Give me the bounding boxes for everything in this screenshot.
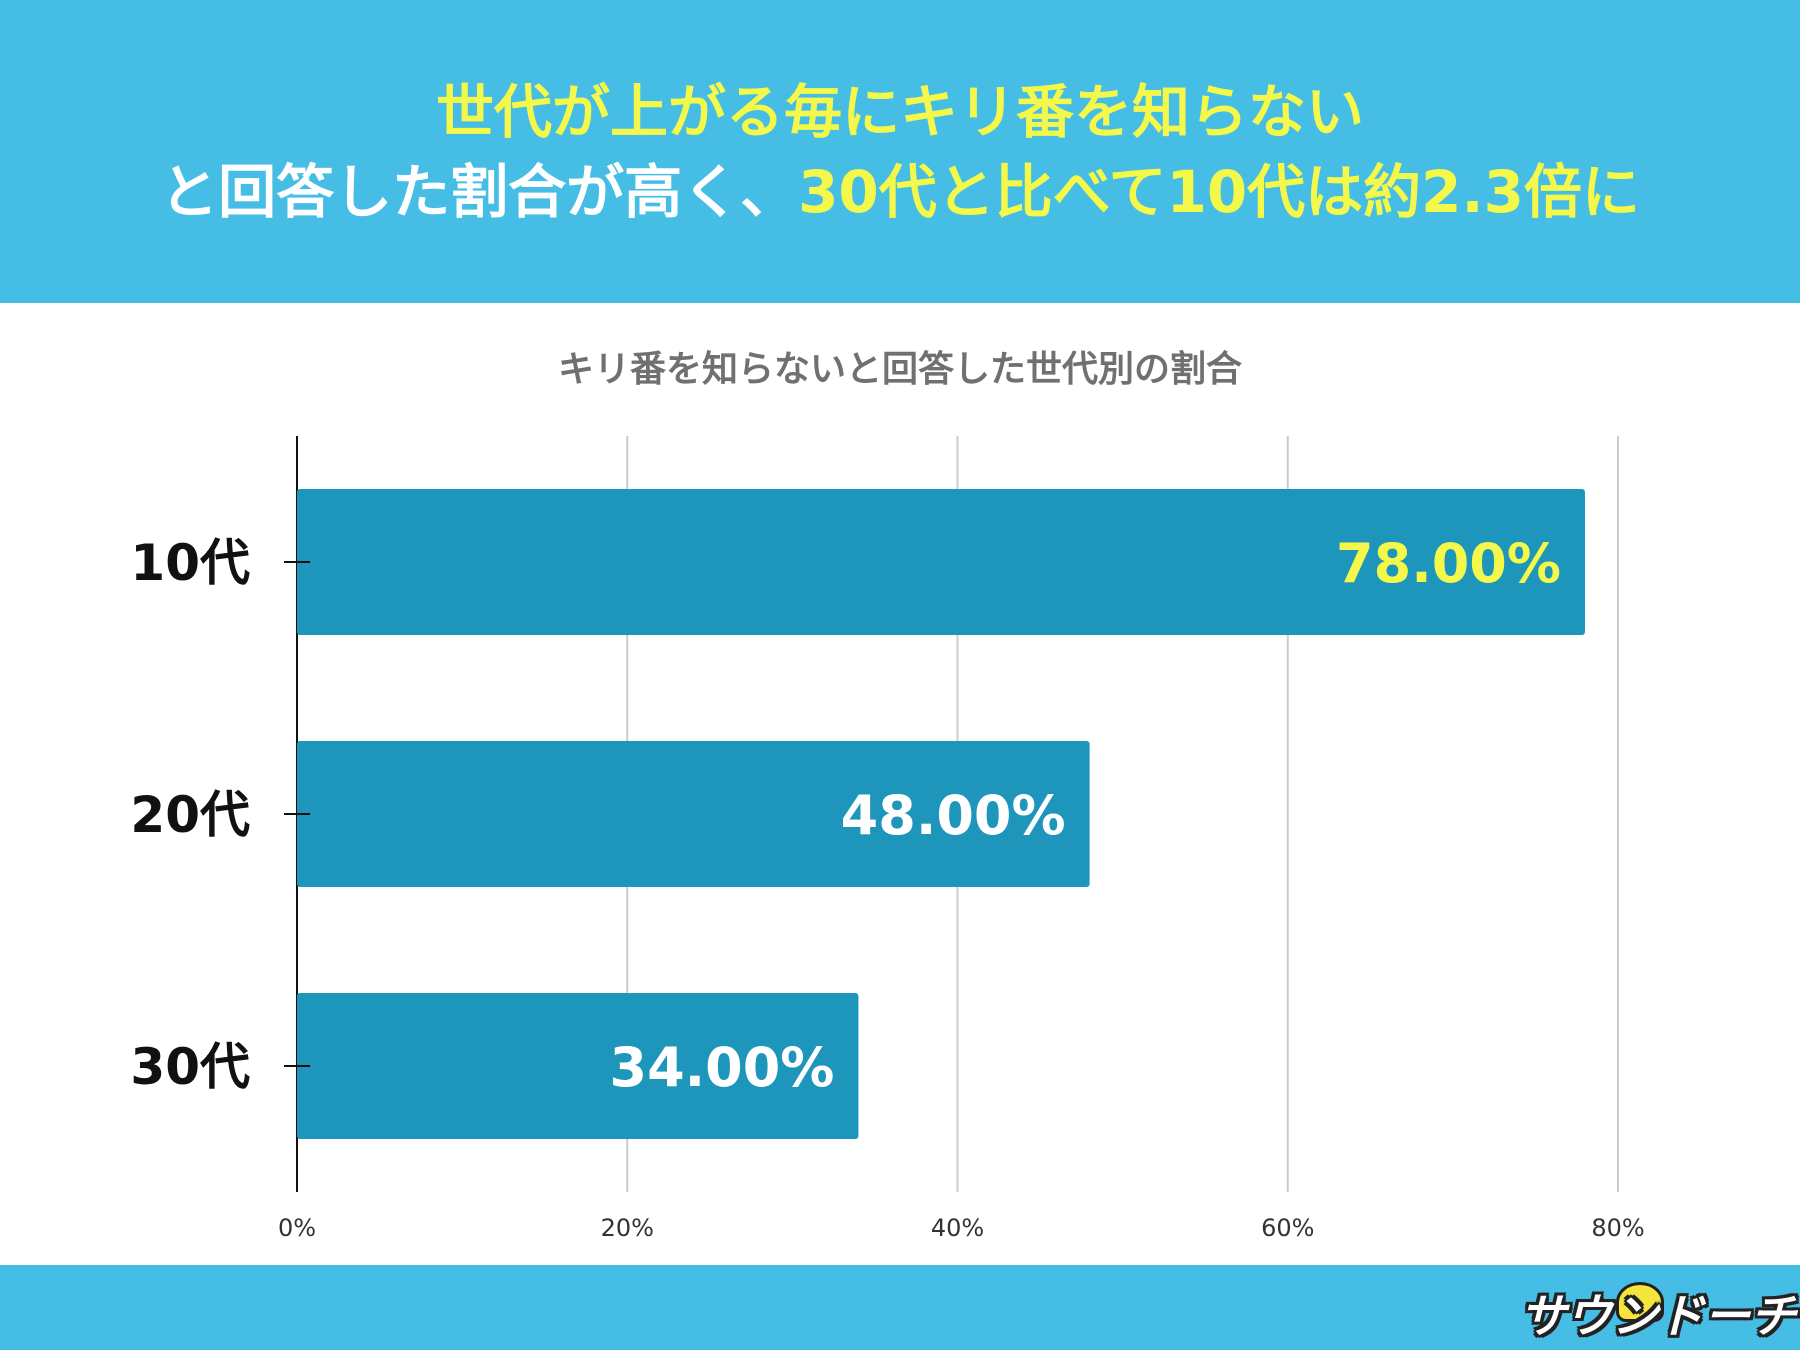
x-tick-label-20: 20% (601, 1214, 654, 1242)
chart-title: キリ番を知らないと回答した世代別の割合 (557, 349, 1242, 390)
logo-text: サウンドーチ (1520, 1289, 1796, 1343)
value-label-3: 34.00% (610, 1036, 835, 1099)
bar-1 (297, 489, 1585, 635)
value-label-1: 78.00% (1336, 532, 1561, 595)
headline-line-2-yellow: 30代と比べて10代は約2.3倍に (798, 157, 1640, 226)
bar-chart: 0% 20% 40% 60% 80% 10代 78.00% 20代 48.00% 30代 34.00… (130, 436, 1645, 1242)
footer-banner (0, 1265, 1800, 1350)
headline-line-2-white: と回答した割合が高く、 (160, 157, 799, 226)
x-tick-label-80: 80% (1591, 1214, 1644, 1242)
bar-3 (297, 993, 859, 1139)
value-label-2: 48.00% (841, 784, 1066, 847)
x-tick-label-40: 40% (931, 1214, 984, 1242)
headline-line-1-text: 世代が上がる毎にキリ番を知らない (435, 77, 1364, 146)
category-label-3: 30代 (130, 1038, 250, 1096)
category-label-1: 10代 (130, 534, 250, 592)
bar-2 (297, 741, 1090, 887)
x-tick-label-0: 0% (278, 1214, 316, 1242)
x-tick-label-60: 60% (1261, 1214, 1314, 1242)
brand-logo: サウンドーチ (1520, 1278, 1796, 1343)
logo-badge-icon (1616, 1282, 1664, 1322)
headline-line-1: 世代が上がる毎にキリ番を知らない (436, 72, 1364, 152)
header-banner: 世代が上がる毎にキリ番を知らない と回答した割合が高く、30代と比べて10代は約… (0, 0, 1800, 303)
headline-line-2: と回答した割合が高く、30代と比べて10代は約2.3倍に (160, 152, 1640, 232)
category-label-2: 20代 (130, 786, 250, 844)
